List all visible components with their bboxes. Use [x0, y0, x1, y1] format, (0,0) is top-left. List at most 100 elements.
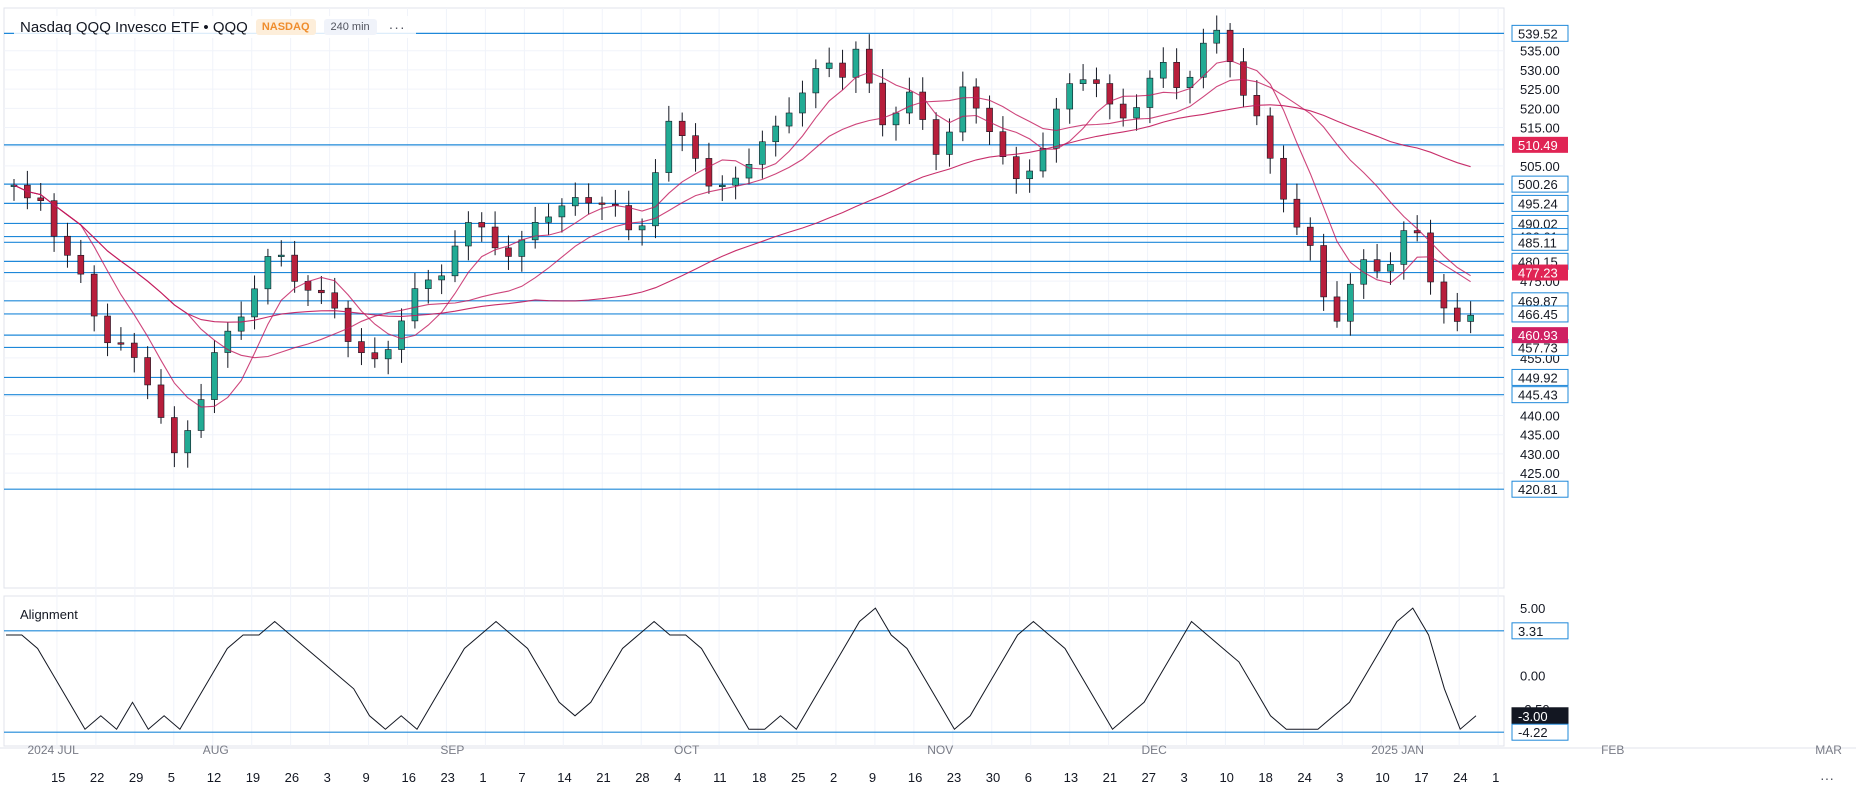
candle-body [1012, 156, 1020, 180]
price-tick-label: 515.00 [1520, 121, 1560, 136]
candle-body [906, 91, 913, 114]
symbol-title[interactable]: Nasdaq QQQ Invesco ETF • QQQ [20, 18, 248, 36]
candle-body [1079, 79, 1087, 84]
price-highlight-box[interactable] [1512, 264, 1568, 281]
osc-tick-label: 5.00 [1520, 601, 1545, 616]
candle-body [959, 86, 967, 133]
candle-body [104, 315, 111, 344]
candle-body [1159, 62, 1167, 79]
more-options-icon[interactable]: ··· [388, 19, 406, 35]
osc-label-box[interactable] [1511, 723, 1569, 741]
candle-body [1213, 29, 1221, 44]
candle-body [197, 399, 205, 431]
candle-body [157, 384, 165, 418]
candle-body [879, 82, 886, 126]
day-label: 25 [791, 770, 805, 785]
level-label-box[interactable] [1511, 480, 1569, 498]
indicator-pane-label[interactable]: Alignment [20, 607, 78, 622]
price-highlight-box[interactable] [1512, 327, 1568, 344]
candles [10, 15, 1474, 468]
candle-body [571, 197, 579, 207]
candle-body [799, 92, 806, 114]
price-levels [4, 32, 1504, 490]
moving-average-line[interactable] [13, 104, 1471, 323]
day-label: 30 [986, 770, 1000, 785]
candle-body [291, 254, 298, 282]
candle-body [130, 342, 138, 358]
candle-body [358, 341, 365, 354]
candle-body [144, 357, 151, 386]
month-label: OCT [674, 743, 700, 757]
candle-body [986, 107, 993, 133]
candle-body [1280, 157, 1287, 200]
candle-body [946, 131, 953, 155]
day-label: 19 [246, 770, 260, 785]
level-label-box[interactable] [1511, 233, 1569, 251]
alignment-line[interactable] [6, 607, 1477, 731]
day-label: 10 [1375, 770, 1389, 785]
level-label-box[interactable] [1511, 305, 1569, 323]
candle-body [1146, 77, 1154, 108]
candle-body [759, 141, 766, 165]
day-label: 28 [635, 770, 649, 785]
candle-body [371, 352, 379, 360]
oscillator-pane [3, 595, 1505, 747]
osc-level-label: 3.31 [1518, 624, 1543, 639]
day-label: 21 [1103, 770, 1117, 785]
price-highlight-label: 460.93 [1518, 328, 1558, 343]
osc-level-label: -4.22 [1518, 725, 1548, 740]
moving-average-line[interactable] [13, 78, 1471, 359]
level-label-box[interactable] [1511, 368, 1569, 386]
candle-body [1119, 103, 1127, 119]
candle-body [1467, 314, 1474, 322]
day-label: 22 [90, 770, 104, 785]
level-label: 445.43 [1518, 388, 1558, 403]
candle-body [411, 288, 419, 322]
price-tick-label: 440.00 [1520, 409, 1560, 424]
timeline-more-icon[interactable]: ··· [1820, 770, 1834, 786]
candle-body [1293, 198, 1301, 228]
alignment-oscillator: 5.000.00-2.503.31-3.00-4.22 [4, 601, 1569, 741]
candle-body [772, 125, 780, 143]
candle-body [932, 119, 940, 155]
candle-body [785, 112, 793, 127]
candle-body [1200, 42, 1207, 78]
day-label: 13 [1064, 770, 1078, 785]
level-label-box[interactable] [1511, 386, 1569, 404]
candle-body [585, 197, 592, 204]
price-pane [3, 7, 1505, 589]
price-tick-label: 525.00 [1520, 82, 1560, 97]
candle-body [64, 235, 71, 256]
candle-body [478, 222, 486, 228]
level-label-box[interactable] [1511, 24, 1569, 42]
price-tick-label: 520.00 [1520, 101, 1560, 116]
level-label: 420.81 [1518, 482, 1558, 497]
day-label: 16 [402, 770, 416, 785]
day-label: 14 [557, 770, 571, 785]
day-label: 16 [908, 770, 922, 785]
level-label: 490.02 [1518, 216, 1558, 231]
candle-body [558, 205, 566, 218]
timeframe-badge[interactable]: 240 min [323, 19, 377, 35]
candle-body [344, 307, 352, 342]
chart-header: Nasdaq QQQ Invesco ETF • QQQ NASDAQ 240 … [14, 16, 416, 38]
osc-tick-label: 0.00 [1520, 668, 1545, 683]
candle-body [1333, 296, 1341, 322]
level-label-box[interactable] [1511, 194, 1569, 212]
price-highlight-box[interactable] [1512, 136, 1568, 153]
exchange-badge: NASDAQ [255, 19, 316, 35]
moving-average-line[interactable] [13, 59, 1471, 408]
candle-body [1320, 245, 1327, 298]
day-label: 15 [51, 770, 65, 785]
level-label-box[interactable] [1511, 175, 1569, 193]
candle-body [264, 256, 272, 290]
osc-label-box[interactable] [1511, 622, 1569, 640]
candle-body [865, 48, 873, 84]
candle-body [438, 275, 445, 281]
day-label: 7 [518, 770, 525, 785]
day-label: 21 [596, 770, 610, 785]
candle-body [1347, 283, 1354, 322]
candle-body [812, 68, 820, 94]
